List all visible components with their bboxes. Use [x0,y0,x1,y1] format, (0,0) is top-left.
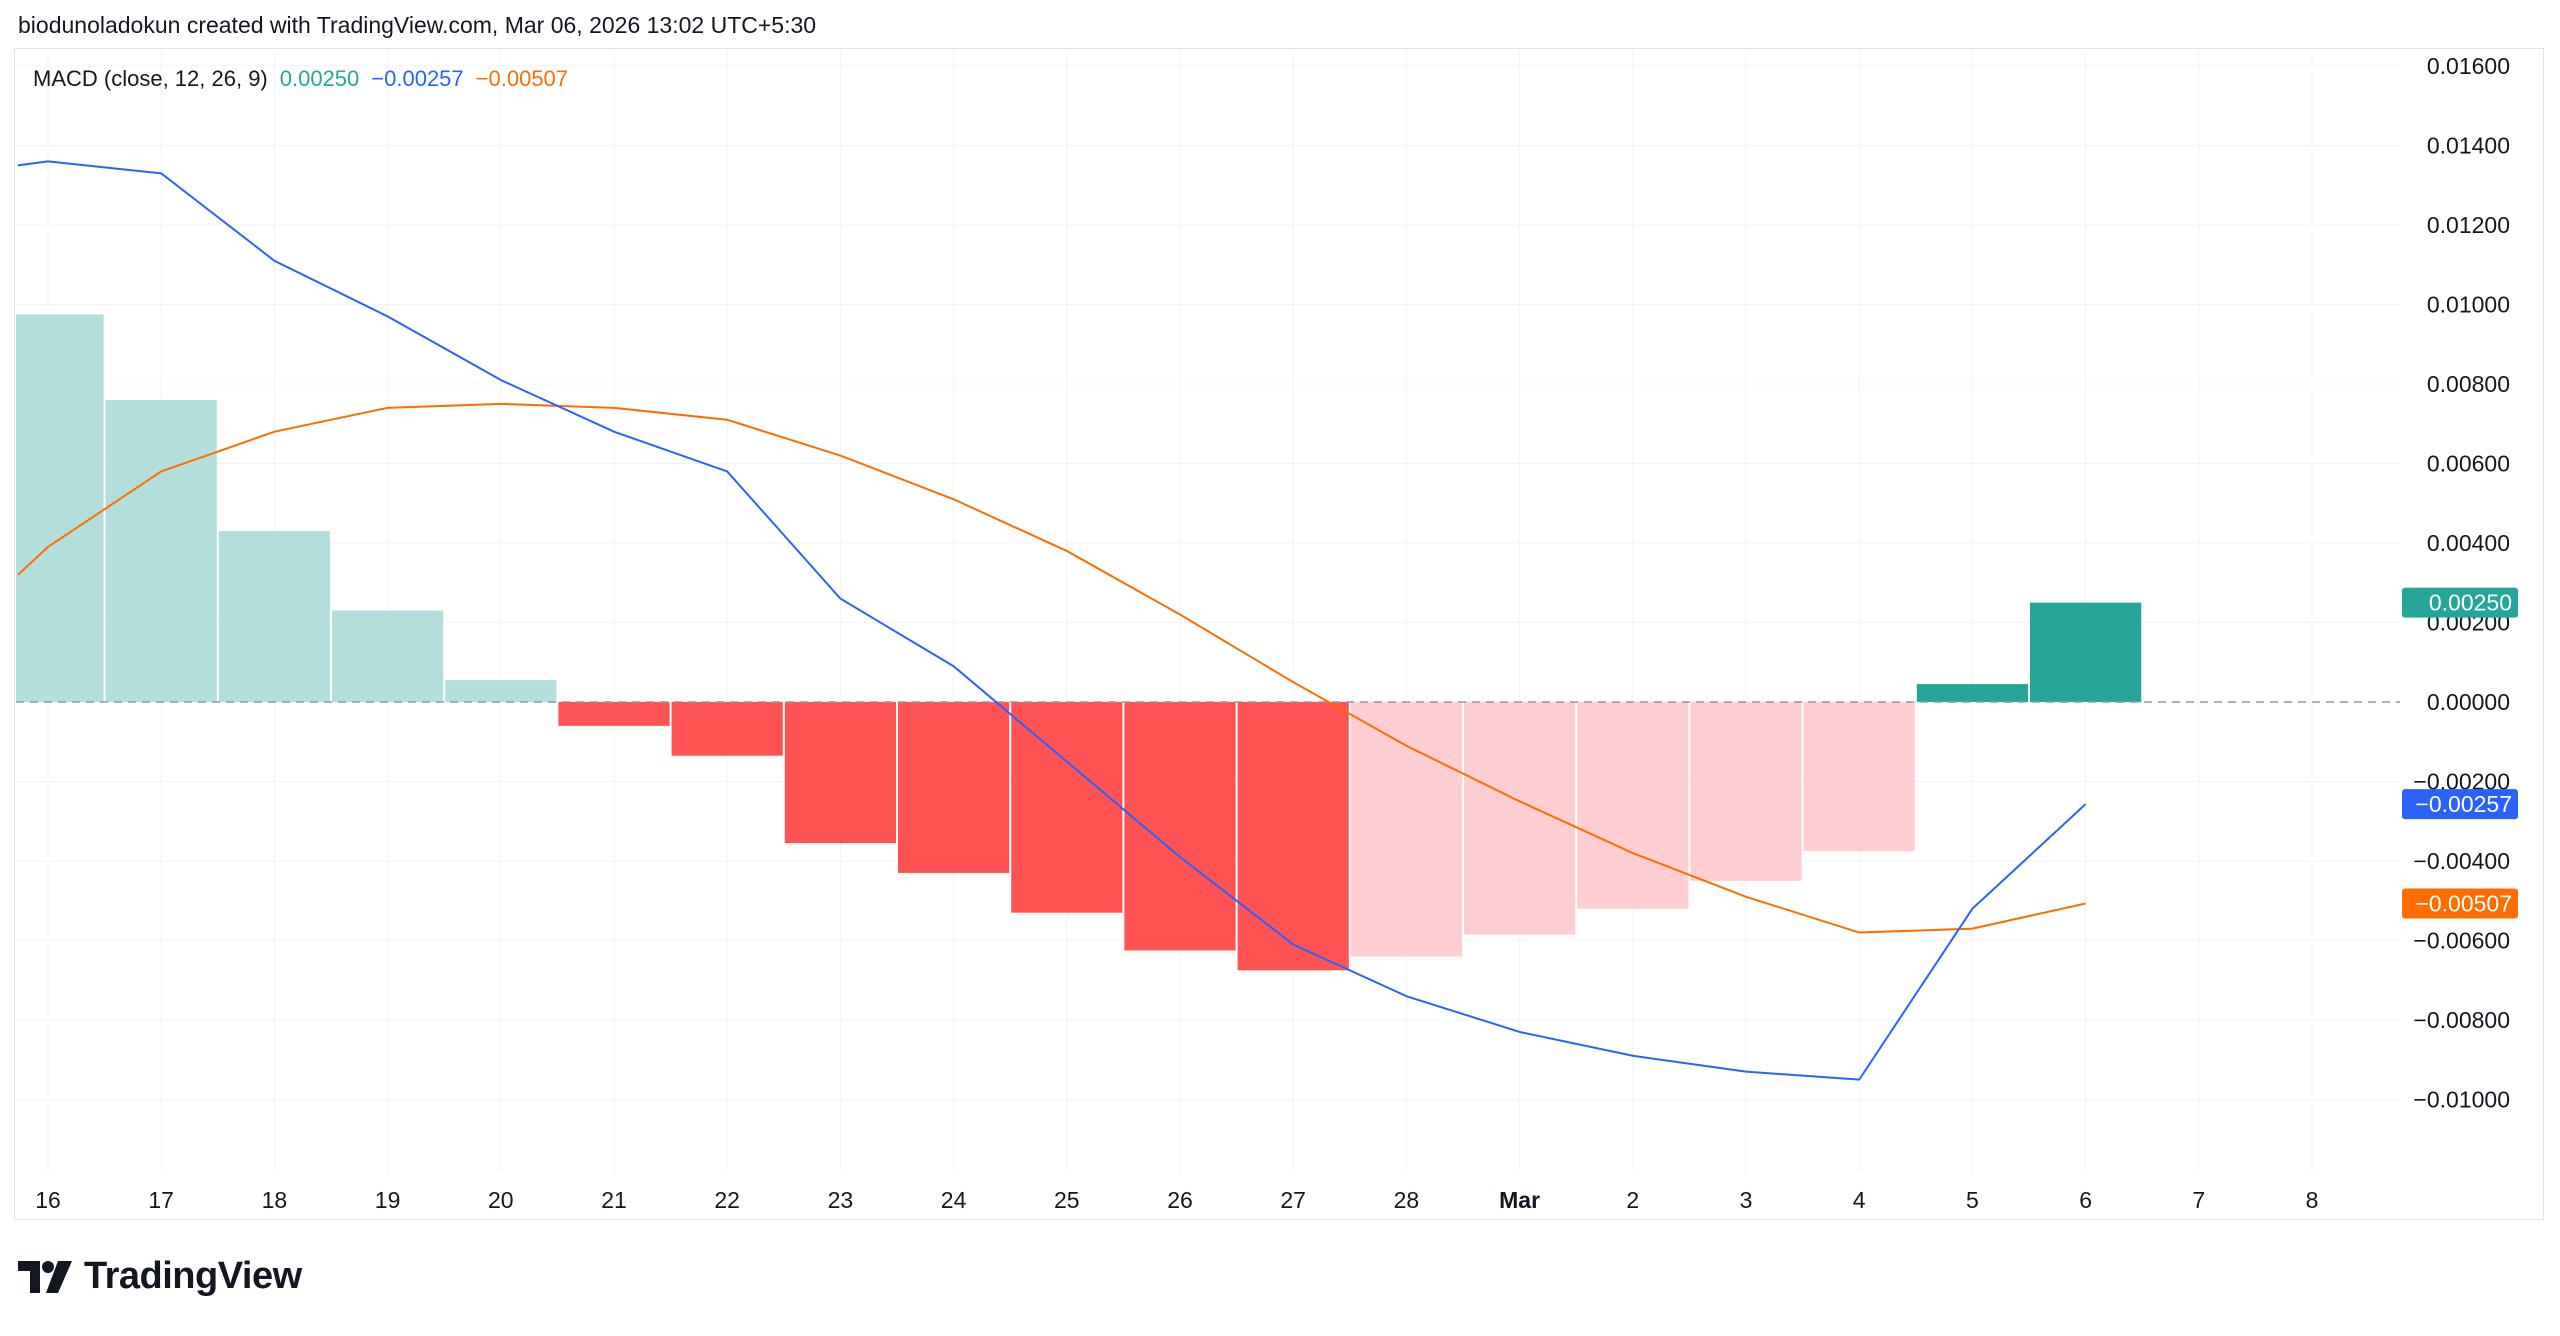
macd-line [17,160,2087,1081]
x-tick-label: 23 [828,1187,854,1213]
histogram-bar [1237,702,1349,971]
x-tick-label: 4 [1853,1187,1866,1213]
x-tick-label: 3 [1740,1187,1753,1213]
y-tick-label: 0.00400 [2427,530,2510,556]
histogram-bar [16,314,104,702]
histogram-bar [218,531,330,702]
tradingview-logo[interactable]: TradingView [18,1255,302,1298]
x-tick-label: 25 [1054,1187,1080,1213]
histogram-bar [1124,702,1236,951]
price-tag [2402,789,2518,820]
tradingview-logo-icon [18,1260,72,1293]
histogram-bar [1916,684,2028,702]
histogram-value: 0.00250 [279,66,360,91]
x-tick-label: 8 [2306,1187,2319,1213]
signal-value: −0.00507 [475,66,569,91]
x-tick-label: 19 [375,1187,401,1213]
x-tick-label: 27 [1280,1187,1306,1213]
y-tick-label: 0.01600 [2427,53,2510,79]
y-tick-label: −0.00400 [2413,848,2510,874]
histogram-bar [445,680,557,702]
price-tag-label: 0.00250 [2429,590,2512,616]
histogram-bar [2030,602,2142,702]
y-tick-label: −0.00600 [2413,928,2510,954]
histogram-bar [558,702,670,726]
x-tick-label: 21 [601,1187,627,1213]
brand-name: TradingView [84,1255,302,1297]
x-tick-label: 28 [1394,1187,1420,1213]
x-tick-label: 2 [1626,1187,1639,1213]
x-tick-label: 5 [1966,1187,1979,1213]
histogram-bar [1011,702,1123,913]
price-tag-label: −0.00257 [2415,791,2512,817]
histogram-bar [671,702,783,756]
price-tag-label: −0.00507 [2415,891,2512,917]
x-tick-label: 20 [488,1187,514,1213]
x-tick-label: 17 [148,1187,174,1213]
histogram-bar [898,702,1010,873]
attribution-text: biodunoladokun created with TradingView.… [18,12,817,38]
y-tick-label: 0.01200 [2427,212,2510,238]
indicator-legend[interactable]: MACD (close, 12, 26, 9) 0.00250 −0.00257… [33,66,568,92]
histogram-bar [1803,702,1915,852]
y-tick-label: 0.01400 [2427,133,2510,159]
macd-value: −0.00257 [371,66,464,91]
x-tick-label: 6 [2079,1187,2092,1213]
histogram-bar [1577,702,1689,909]
x-tick-label: 22 [714,1187,740,1213]
x-tick-label: 7 [2192,1187,2205,1213]
x-tick-label: Mar [1499,1187,1540,1213]
histogram-bar [105,399,217,702]
x-tick-label: 18 [262,1187,288,1213]
y-tick-label: 0.00600 [2427,451,2510,477]
price-tag [2402,587,2518,618]
x-tick-label: 16 [35,1187,61,1213]
histogram-bar [1690,702,1802,881]
indicator-label: MACD (close, 12, 26, 9) [33,66,268,91]
chart-pane[interactable] [14,48,2544,1220]
y-tick-label: −0.00800 [2413,1007,2510,1033]
x-tick-label: 24 [941,1187,967,1213]
histogram-bar [332,610,444,702]
price-tag [2402,888,2518,919]
y-tick-label: 0.00800 [2427,371,2510,397]
x-tick-label: 26 [1167,1187,1193,1213]
y-tick-label: −0.01000 [2413,1087,2510,1113]
y-tick-label: 0.01000 [2427,292,2510,318]
histogram-bar [784,702,896,844]
y-tick-label: 0.00000 [2427,689,2510,715]
signal-line [17,402,2086,934]
histogram-bar [1350,702,1462,957]
